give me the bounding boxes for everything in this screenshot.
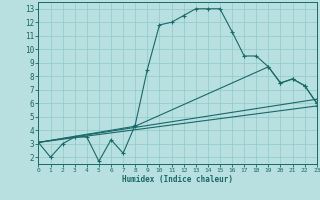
X-axis label: Humidex (Indice chaleur): Humidex (Indice chaleur) <box>122 175 233 184</box>
